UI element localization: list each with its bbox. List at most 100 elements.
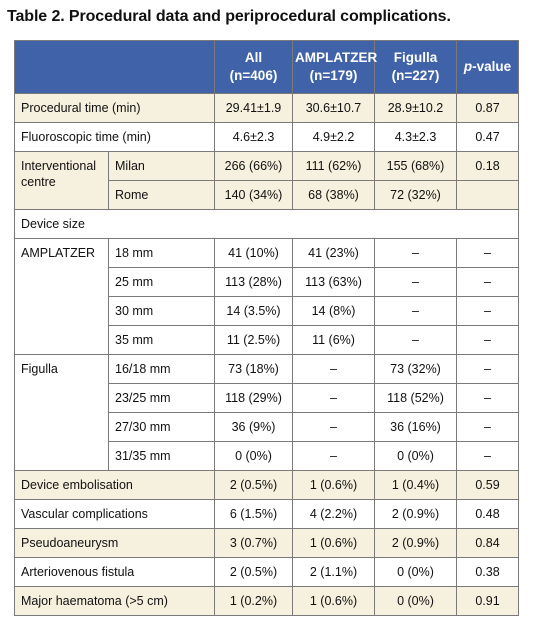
cell-all: 140 (34%) [214, 180, 293, 210]
header-row: All (n=406) AMPLATZER (n=179) Figulla (n=22… [14, 40, 519, 94]
table-row: Figulla 16/18 mm 73 (18%) – 73 (32%) – [14, 354, 519, 471]
table-row: 30 mm 14 (3.5%) 14 (8%) – – [15, 296, 519, 326]
table-row: 23/25 mm 118 (29%) – 118 (52%) – [15, 383, 519, 413]
table-row: Vascular complications 6 (1.5%) 4 (2.2%)… [14, 499, 519, 529]
row-sublabel: 16/18 mm [108, 354, 215, 384]
cell-pvalue: – [456, 383, 519, 413]
table-caption: Table 2. Procedural data and periprocedu… [7, 8, 451, 25]
cell-all: 41 (10%) [214, 238, 293, 268]
cell-pvalue: 0.48 [456, 499, 519, 529]
cell-amplatzer: 41 (23%) [292, 238, 375, 268]
header-amplatzer: AMPLATZER (n=179) [292, 40, 377, 94]
cell-pvalue: – [456, 441, 519, 471]
cell-figulla: 72 (32%) [374, 180, 457, 210]
table-row: Fluoroscopic time (min) 4.6±2.3 4.9±2.2 … [14, 122, 519, 152]
cell-all: 0 (0%) [214, 441, 293, 471]
cell-pvalue: 0.38 [456, 557, 519, 587]
cell-pvalue: – [456, 354, 519, 384]
cell-amplatzer: – [292, 354, 375, 384]
cell-all: 4.6±2.3 [214, 122, 293, 152]
cell-all: 36 (9%) [214, 412, 293, 442]
cell-all: 3 (0.7%) [214, 528, 293, 558]
cell-all: 29.41±1.9 [214, 93, 293, 123]
cell-all: 73 (18%) [214, 354, 293, 384]
cell-figulla: 4.3±2.3 [374, 122, 457, 152]
cell-pvalue [456, 180, 519, 210]
row-sublabel: Rome [108, 180, 215, 210]
row-label: Major haematoma (>5 cm) [14, 586, 215, 616]
cell-pvalue: – [456, 267, 519, 297]
row-sublabel: 18 mm [108, 238, 215, 268]
cell-figulla: 2 (0.9%) [374, 528, 457, 558]
table-row: Major haematoma (>5 cm) 1 (0.2%) 1 (0.6%… [14, 586, 519, 616]
cell-all: 2 (0.5%) [214, 557, 293, 587]
cell-amplatzer: 1 (0.6%) [292, 470, 375, 500]
cell-pvalue: 0.87 [456, 93, 519, 123]
cell-amplatzer: 4.9±2.2 [292, 122, 375, 152]
row-sublabel: 35 mm [108, 325, 215, 355]
procedural-data-table: All (n=406) AMPLATZER (n=179) Figulla (n=22… [14, 40, 519, 616]
cell-amplatzer: 1 (0.6%) [292, 528, 375, 558]
cell-all: 11 (2.5%) [214, 325, 293, 355]
table-row: Interventional centre Milan 266 (66%) 11… [14, 151, 519, 210]
row-sublabel: 31/35 mm [108, 441, 215, 471]
cell-all: 6 (1.5%) [214, 499, 293, 529]
cell-all: 2 (0.5%) [214, 470, 293, 500]
header-figulla: Figulla (n=227) [374, 40, 457, 94]
cell-pvalue: – [456, 238, 519, 268]
cell-amplatzer: 30.6±10.7 [292, 93, 375, 123]
cell-amplatzer: 14 (8%) [292, 296, 375, 326]
row-label: Procedural time (min) [14, 93, 215, 123]
row-label: Arteriovenous fistula [14, 557, 215, 587]
cell-amplatzer: 11 (6%) [292, 325, 375, 355]
cell-figulla: 0 (0%) [374, 557, 457, 587]
cell-all: 113 (28%) [214, 267, 293, 297]
table-row: Device embolisation 2 (0.5%) 1 (0.6%) 1 … [14, 470, 519, 500]
row-sublabel: 23/25 mm [108, 383, 215, 413]
cell-pvalue: 0.47 [456, 122, 519, 152]
row-label: Interventional centre [14, 151, 109, 210]
cell-figulla: – [374, 325, 457, 355]
cell-amplatzer: – [292, 412, 375, 442]
cell-amplatzer: 113 (63%) [292, 267, 375, 297]
table-row: 25 mm 113 (28%) 113 (63%) – – [15, 267, 519, 297]
cell-figulla: – [374, 296, 457, 326]
cell-all: 118 (29%) [214, 383, 293, 413]
row-sublabel: 27/30 mm [108, 412, 215, 442]
section-label: Device size [14, 209, 519, 239]
cell-all: 1 (0.2%) [214, 586, 293, 616]
cell-figulla: 36 (16%) [374, 412, 457, 442]
cell-figulla: – [374, 267, 457, 297]
cell-figulla: 118 (52%) [374, 383, 457, 413]
cell-amplatzer: 2 (1.1%) [292, 557, 375, 587]
cell-figulla: 155 (68%) [374, 151, 457, 181]
cell-pvalue: – [456, 412, 519, 442]
row-label: Fluoroscopic time (min) [14, 122, 215, 152]
cell-amplatzer: 1 (0.6%) [292, 586, 375, 616]
cell-figulla: – [374, 238, 457, 268]
cell-amplatzer: 68 (38%) [292, 180, 375, 210]
header-all: All (n=406) [214, 40, 293, 94]
header-empty [14, 40, 215, 94]
cell-pvalue: – [456, 296, 519, 326]
table-row: AMPLATZER 18 mm 41 (10%) 41 (23%) – – [14, 238, 519, 355]
header-pvalue: p-value [456, 40, 519, 94]
cell-figulla: 0 (0%) [374, 586, 457, 616]
table-row: 31/35 mm 0 (0%) – 0 (0%) – [15, 441, 519, 471]
cell-pvalue: 0.18 [456, 151, 519, 181]
table-row: Pseudoaneurysm 3 (0.7%) 1 (0.6%) 2 (0.9%… [14, 528, 519, 558]
cell-all: 266 (66%) [214, 151, 293, 181]
cell-all: 14 (3.5%) [214, 296, 293, 326]
cell-figulla: 73 (32%) [374, 354, 457, 384]
cell-amplatzer: – [292, 383, 375, 413]
cell-pvalue: 0.91 [456, 586, 519, 616]
cell-pvalue: 0.59 [456, 470, 519, 500]
cell-figulla: 28.9±10.2 [374, 93, 457, 123]
row-label: Device embolisation [14, 470, 215, 500]
cell-amplatzer: 4 (2.2%) [292, 499, 375, 529]
row-sublabel: 30 mm [108, 296, 215, 326]
cell-figulla: 1 (0.4%) [374, 470, 457, 500]
cell-amplatzer: – [292, 441, 375, 471]
table-row: Rome 140 (34%) 68 (38%) 72 (32%) [15, 180, 519, 210]
table-row: Device size [14, 209, 519, 239]
